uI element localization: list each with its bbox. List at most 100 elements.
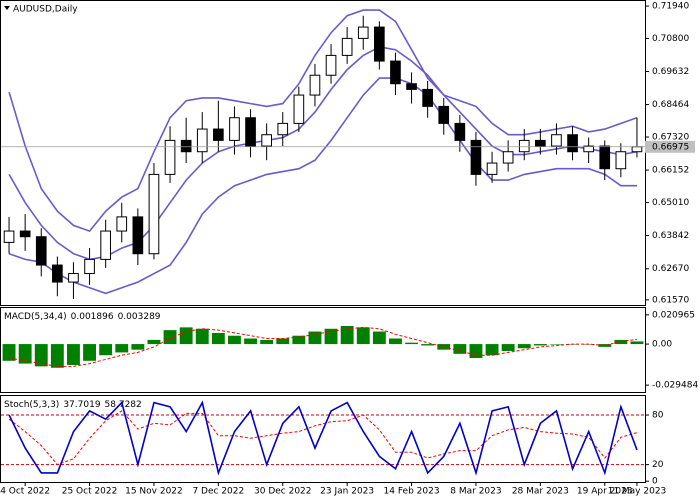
candle-body [293, 94, 305, 124]
candle-body [196, 128, 208, 153]
y-tick-label: 20 [652, 460, 664, 470]
x-tick-label: 23 Jan 2023 [320, 487, 374, 497]
x-tick-label: 25 Oct 2022 [62, 487, 118, 497]
y-tick-label: 0.63842 [652, 231, 689, 241]
indicator-title: Stoch(5,3,3) 37.7019 58.7282 [4, 400, 142, 410]
candle-body [325, 54, 337, 76]
macd-bar [485, 344, 499, 356]
macd-bar [163, 330, 177, 345]
x-tick-label: 8 Mar 2023 [450, 487, 501, 497]
candle-body [164, 139, 176, 175]
candle-body [470, 139, 482, 175]
macd-bar [2, 344, 16, 361]
indicator-readout: 0.003289 [118, 312, 161, 322]
y-tick-label: 0.67320 [652, 132, 689, 142]
y-tick-label: 0.70800 [652, 34, 689, 44]
y-tick-label: 0.00 [652, 340, 672, 350]
candle-body [486, 162, 498, 175]
macd-bar [67, 344, 80, 365]
indicator-readout: 0.001896 [71, 312, 114, 322]
macd-bar [83, 344, 96, 361]
macd-bar [99, 344, 113, 356]
candle-body [438, 105, 450, 124]
macd-bar [372, 331, 386, 345]
menu-arrow [4, 6, 10, 10]
x-tick-label: 19 Apr 2023 [577, 487, 633, 497]
candle-body [583, 145, 594, 153]
y-tick-label: 0.61570 [652, 295, 689, 305]
candle-body [341, 37, 353, 56]
macd-bar [308, 331, 322, 345]
candle-body [374, 26, 385, 62]
indicator-name: Stoch(5,3,3) [4, 400, 59, 410]
candle-body [116, 216, 128, 232]
last-price-label: 0.66975 [652, 142, 689, 152]
macd-bar [115, 344, 129, 353]
y-tick-label: -0.029484 [652, 381, 698, 391]
candle-body [148, 173, 160, 255]
last-price-box [645, 140, 695, 153]
candle-body [3, 230, 15, 243]
candle-body [535, 139, 546, 147]
macd-bar [389, 338, 402, 345]
candle-body [52, 264, 63, 283]
candle-body [615, 151, 627, 170]
macd-bar [179, 327, 193, 345]
indicator-readout: 37.7019 [63, 400, 100, 410]
indicator-name: MACD(5,34,4) [4, 312, 67, 322]
candle-body [229, 117, 240, 141]
candle-body [502, 151, 514, 164]
candle-body [422, 88, 433, 107]
candle-body [567, 134, 578, 153]
x-tick-label: 11 May 2023 [608, 487, 667, 497]
x-tick-label: 30 Dec 2022 [254, 487, 312, 497]
candle-body [309, 74, 321, 96]
macd-bar [50, 344, 64, 368]
macd-bar [517, 344, 531, 349]
series-line [8, 9, 638, 233]
chart-title: AUDUSD,Daily [13, 5, 78, 15]
macd-bar [598, 344, 612, 347]
candle-body [599, 145, 611, 170]
stoch-panel [0, 395, 646, 483]
y-tick-label: 80 [652, 411, 664, 421]
series-line [8, 410, 638, 466]
macd-bar [630, 341, 644, 345]
macd-bar [18, 344, 32, 364]
x-tick-label: 7 Dec 2022 [192, 487, 244, 497]
candle-body [213, 128, 224, 141]
candle-body [518, 139, 530, 153]
candle-body [454, 122, 466, 141]
candle-body [245, 117, 256, 147]
candle-body [406, 83, 417, 90]
macd-bar [356, 327, 370, 345]
y-tick-label: 0.71940 [652, 2, 689, 12]
macd-bar [34, 344, 48, 367]
y-tick-label: 0.68464 [652, 100, 689, 110]
x-tick-label: 28 Mar 2023 [512, 487, 569, 497]
macd-bar [211, 332, 225, 345]
macd-bar [614, 339, 628, 345]
x-tick-label: 15 Nov 2022 [125, 487, 183, 497]
macd-bar [147, 339, 161, 345]
macd-bar [453, 344, 467, 354]
candle-body [68, 273, 79, 283]
candle-body [100, 230, 111, 260]
candle-body [261, 134, 272, 147]
y-tick-label: 0.69632 [652, 67, 689, 77]
candle-body [551, 134, 562, 147]
candle-body [180, 139, 192, 153]
y-tick-label: 0.66152 [652, 166, 689, 176]
x-tick-label: 14 Feb 2023 [384, 487, 440, 497]
candle-body [390, 60, 401, 85]
candle-body [84, 258, 95, 275]
macd-bar [324, 328, 338, 345]
macd-bar [276, 338, 290, 345]
candle-body [132, 216, 144, 255]
series-line [8, 400, 638, 476]
y-tick-label: 0.020965 [652, 310, 695, 320]
series-line [8, 77, 637, 295]
y-tick-label: 0 [652, 477, 658, 487]
price-panel [0, 0, 646, 306]
